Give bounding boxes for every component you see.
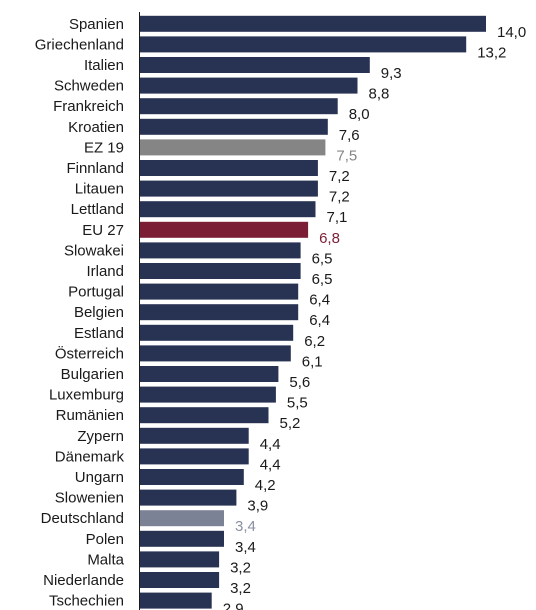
category-label-finnland: Finnland: [66, 160, 124, 177]
value-label-finnland: 7,2: [329, 168, 350, 185]
value-label-rumaenien: 5,2: [280, 415, 301, 432]
bar-kroatien: [140, 118, 328, 135]
category-label-malta: Malta: [87, 551, 124, 568]
value-label-belgien: 6,4: [309, 312, 330, 329]
value-label-eu-27: 6,8: [319, 230, 340, 247]
category-label-eu-27: EU 27: [82, 222, 124, 239]
bar-ez-19: [140, 139, 326, 156]
value-label-frankreich: 8,0: [349, 106, 370, 123]
category-label-ungarn: Ungarn: [75, 469, 124, 486]
bar-frankreich: [140, 98, 338, 115]
value-label-griechenland: 13,2: [477, 44, 506, 61]
bar-bulgarien: [140, 366, 279, 382]
bar-finnland: [140, 160, 318, 176]
category-label-belgien: Belgien: [74, 304, 124, 321]
value-label-polen: 3,4: [235, 539, 256, 556]
category-label-daenemark: Dänemark: [55, 448, 125, 465]
bar-oesterreich: [140, 345, 291, 362]
value-label-lettland: 7,1: [327, 209, 348, 226]
category-label-polen: Polen: [86, 531, 124, 548]
bar-lettland: [140, 201, 316, 218]
value-label-spanien: 14,0: [497, 24, 526, 41]
category-label-kroatien: Kroatien: [68, 119, 124, 136]
category-label-italien: Italien: [84, 57, 124, 74]
bar-rumaenien: [140, 407, 269, 424]
value-label-litauen: 7,2: [329, 189, 350, 206]
value-label-ungarn: 4,2: [255, 477, 276, 494]
value-label-estland: 6,2: [304, 333, 325, 350]
bar-polen: [140, 530, 224, 547]
bar-tschechien: [140, 592, 212, 609]
category-label-luxemburg: Luxemburg: [49, 387, 124, 404]
bar-luxemburg: [140, 386, 276, 403]
category-label-rumaenien: Rumänien: [56, 407, 124, 424]
category-label-irland: Irland: [86, 263, 124, 280]
category-label-slowenien: Slowenien: [55, 490, 124, 507]
bar-eu-27: [140, 221, 309, 238]
value-label-niederlande: 3,2: [230, 580, 251, 597]
bar-slowenien: [140, 489, 237, 506]
bar-niederlande: [140, 572, 220, 588]
category-label-zypern: Zypern: [77, 428, 124, 445]
value-label-zypern: 4,4: [260, 436, 281, 453]
bar-spanien: [140, 15, 486, 32]
value-label-oesterreich: 6,1: [302, 353, 323, 370]
category-label-schweden: Schweden: [54, 78, 124, 95]
bar-griechenland: [140, 36, 467, 53]
value-label-ez-19: 7,5: [336, 147, 357, 164]
category-label-oesterreich: Österreich: [55, 344, 124, 362]
category-label-tschechien: Tschechien: [49, 593, 124, 610]
bars: [140, 15, 486, 609]
category-label-niederlande: Niederlande: [43, 572, 124, 589]
bar-belgien: [140, 304, 299, 321]
value-label-daenemark: 4,4: [260, 456, 281, 473]
value-label-tschechien: 2,9: [223, 601, 244, 610]
value-label-schweden: 8,8: [369, 86, 390, 103]
value-label-kroatien: 7,6: [339, 127, 360, 144]
value-label-bulgarien: 5,6: [289, 374, 310, 391]
value-label-portugal: 6,4: [309, 292, 330, 309]
bar-daenemark: [140, 448, 249, 465]
bar-portugal: [140, 283, 299, 300]
category-label-bulgarien: Bulgarien: [61, 366, 124, 383]
category-label-litauen: Litauen: [75, 181, 124, 198]
value-label-irland: 6,5: [312, 271, 333, 288]
value-label-italien: 9,3: [381, 65, 402, 82]
bar-estland: [140, 324, 294, 341]
value-label-luxemburg: 5,5: [287, 395, 308, 412]
category-label-estland: Estland: [74, 325, 124, 342]
value-label-slowenien: 3,9: [247, 498, 268, 515]
category-label-lettland: Lettland: [71, 201, 124, 218]
category-label-deutschland: Deutschland: [41, 510, 124, 527]
bar-zypern: [140, 427, 249, 444]
category-label-portugal: Portugal: [68, 284, 124, 301]
category-label-spanien: Spanien: [69, 16, 124, 33]
value-label-malta: 3,2: [230, 559, 251, 576]
category-label-slowakei: Slowakei: [64, 242, 124, 259]
bar-slowakei: [140, 242, 301, 259]
bar-schweden: [140, 77, 358, 94]
bar-deutschland: [140, 510, 224, 527]
bar-malta: [140, 551, 220, 568]
value-label-deutschland: 3,4: [235, 518, 256, 535]
bar-irland: [140, 263, 301, 279]
bar-ungarn: [140, 469, 244, 485]
category-label-ez-19: EZ 19: [84, 139, 124, 156]
bar-litauen: [140, 180, 318, 197]
value-labels: 14,0 13,2 9,3 8,8 8,0 7,6 7,5 7,2 7,2 7,1 6,8 6,5 6,…: [223, 24, 527, 610]
category-label-frankreich: Frankreich: [53, 98, 124, 115]
category-label-griechenland: Griechenland: [35, 36, 124, 53]
value-label-slowakei: 6,5: [312, 250, 333, 267]
category-labels: Spanien Griechenland Italien Schweden Frankr…: [35, 16, 125, 610]
bar-italien: [140, 57, 370, 73]
